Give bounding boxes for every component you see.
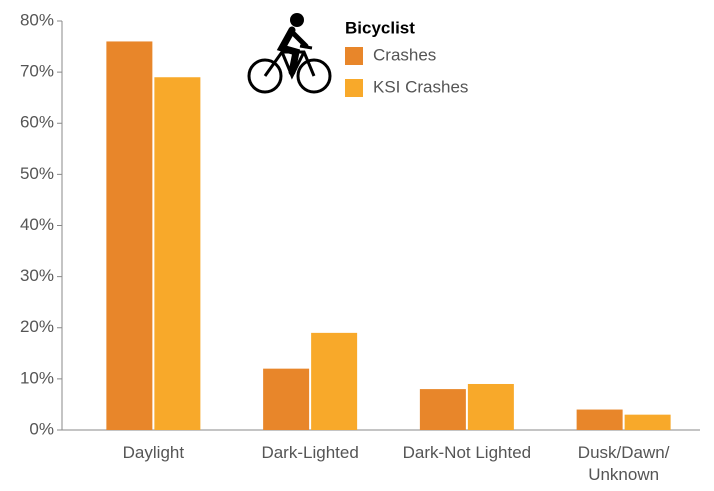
y-tick-label: 80% (20, 10, 54, 29)
x-tick-label-line: Daylight (123, 443, 185, 462)
x-tick-label-line: Unknown (588, 465, 659, 484)
x-tick-label-line: Dark-Not Lighted (403, 443, 532, 462)
bar (154, 77, 201, 431)
y-tick-label: 0% (29, 419, 54, 438)
y-tick-label: 30% (20, 266, 54, 285)
bar (419, 389, 466, 430)
y-tick-label: 40% (20, 215, 54, 234)
y-tick-label: 60% (20, 113, 54, 132)
y-tick-label: 10% (20, 368, 54, 387)
bar (467, 383, 514, 430)
legend-title: Bicyclist (345, 18, 415, 37)
x-tick-label: Dusk/Dawn/Unknown (578, 443, 670, 484)
y-tick-label: 20% (20, 317, 54, 336)
legend-swatch (345, 47, 363, 65)
bar (311, 332, 358, 430)
legend-swatch (345, 79, 363, 97)
bar (106, 41, 153, 430)
bar (263, 368, 310, 430)
bicycle-icon (247, 13, 332, 94)
y-tick-label: 50% (20, 164, 54, 183)
bar (624, 414, 671, 430)
legend-label: KSI Crashes (373, 77, 468, 96)
y-tick-label: 70% (20, 62, 54, 81)
x-tick-label-line: Dark-Lighted (261, 443, 358, 462)
x-tick-label: Dark-Lighted (261, 443, 358, 462)
x-tick-label-line: Dusk/Dawn/ (578, 443, 670, 462)
legend-label: Crashes (373, 45, 436, 64)
x-tick-label: Dark-Not Lighted (403, 443, 532, 462)
x-tick-label: Daylight (123, 443, 185, 462)
bar (576, 409, 623, 430)
